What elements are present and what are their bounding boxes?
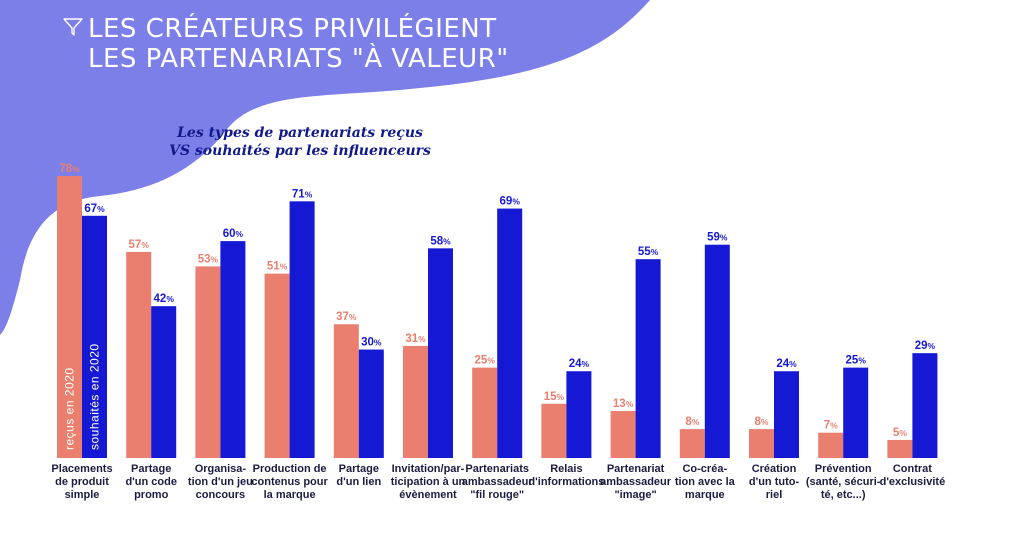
bar-received-5 (403, 345, 428, 458)
title-block: LES CRÉATEURS PRIVILÉGIENT LES PARTENARI… (62, 14, 509, 74)
bar-wished-9 (704, 244, 730, 458)
labels-group: 78% 67% Placements de produit simple 57% 42% Pa… (51, 163, 945, 501)
bar-wished-1 (151, 306, 177, 458)
bar-received-2 (195, 266, 221, 458)
funnel-icon (63, 18, 83, 36)
category-label-0: Placements de produit simple (51, 463, 112, 501)
value-label-wished-11: 25% (846, 355, 867, 367)
bar-wished-12 (912, 353, 938, 458)
value-label-wished-6: 69% (500, 196, 521, 208)
value-label-wished-7: 24% (569, 358, 590, 370)
title-blob (0, 0, 650, 335)
value-label-wished-5: 58% (430, 235, 451, 247)
bar-wished-7 (566, 371, 592, 458)
value-label-received-5: 31% (405, 333, 426, 345)
value-label-wished-12: 29% (915, 340, 936, 352)
bar-received-11 (818, 432, 844, 458)
series-label-received: reçus en 2020 (63, 367, 77, 450)
bar-wished-4 (358, 349, 384, 458)
value-label-received-4: 37% (336, 311, 357, 323)
bar-received-7 (541, 403, 567, 458)
category-label-3: Production de contenus pour la marque (251, 463, 328, 501)
value-label-received-6: 25% (475, 355, 496, 367)
value-label-received-9: 8% (685, 416, 699, 428)
bar-received-0 (57, 176, 82, 458)
value-label-wished-3: 71% (292, 188, 313, 200)
title-line-2: LES PARTENARIATS "À VALEUR" (88, 44, 509, 74)
bar-received-8 (610, 411, 636, 458)
chart-subtitle-line-1: Les types de partenariats reçus (177, 125, 423, 141)
category-label-11: Prévention (santé, sécuri-té, etc...) (806, 463, 881, 501)
value-label-wished-10: 24% (776, 358, 797, 370)
value-label-received-3: 51% (267, 261, 288, 273)
category-label-12: Contrat d'exclusivité (880, 463, 946, 488)
bars-group (57, 176, 938, 458)
category-label-1: Partage d'un code promo (125, 463, 177, 501)
series-label-wished: souhaités en 2020 (88, 343, 102, 450)
bar-wished-11 (843, 367, 869, 458)
category-label-8: Partenariat ambassadeur "image" (600, 463, 672, 501)
value-label-wished-0: 67% (84, 203, 105, 215)
bar-wished-0 (82, 215, 107, 458)
category-label-5: Invitation/par-ticipation à un évènement (391, 463, 466, 501)
bar-wished-5 (428, 248, 453, 458)
value-label-received-10: 8% (755, 416, 769, 428)
bar-wished-10 (774, 371, 799, 458)
value-label-received-8: 13% (613, 398, 634, 410)
category-label-4: Partage d'un lien (336, 463, 381, 488)
value-label-wished-2: 60% (223, 228, 244, 240)
value-label-wished-9: 59% (707, 232, 728, 244)
value-label-received-2: 53% (198, 253, 219, 265)
bar-received-1 (126, 251, 152, 458)
value-label-received-11: 7% (824, 420, 838, 432)
bar-received-10 (749, 429, 774, 458)
bar-wished-6 (497, 208, 523, 458)
category-label-10: Création d'un tuto-riel (749, 463, 800, 501)
category-label-9: Co-créa-tion avec la marque (675, 463, 736, 501)
value-label-received-7: 15% (544, 391, 565, 403)
bar-received-6 (472, 367, 498, 458)
bar-received-4 (333, 324, 359, 458)
category-label-6: Partenariats ambassadeur "fil rouge" (462, 463, 534, 501)
value-label-wished-1: 42% (154, 293, 175, 305)
bar-wished-2 (220, 241, 246, 458)
bar-received-3 (264, 273, 290, 458)
bar-received-9 (679, 429, 705, 458)
value-label-wished-4: 30% (361, 337, 382, 349)
value-label-wished-8: 55% (638, 246, 659, 258)
bar-wished-8 (635, 259, 661, 458)
chart-subtitle: Les types de partenariats reçus VS souha… (120, 124, 480, 160)
chart-subtitle-line-2: VS souhaités par les influenceurs (169, 143, 431, 159)
value-label-received-1: 57% (129, 239, 150, 251)
title-line-1: LES CRÉATEURS PRIVILÉGIENT (88, 14, 497, 44)
value-label-received-0: 78% (59, 163, 80, 175)
category-label-2: Organisa-tion d'un jeu concours (188, 463, 253, 501)
value-label-received-12: 5% (893, 427, 907, 439)
bar-received-12 (887, 439, 913, 458)
bar-wished-3 (289, 201, 315, 458)
category-label-7: Relais d'informations (528, 463, 604, 488)
